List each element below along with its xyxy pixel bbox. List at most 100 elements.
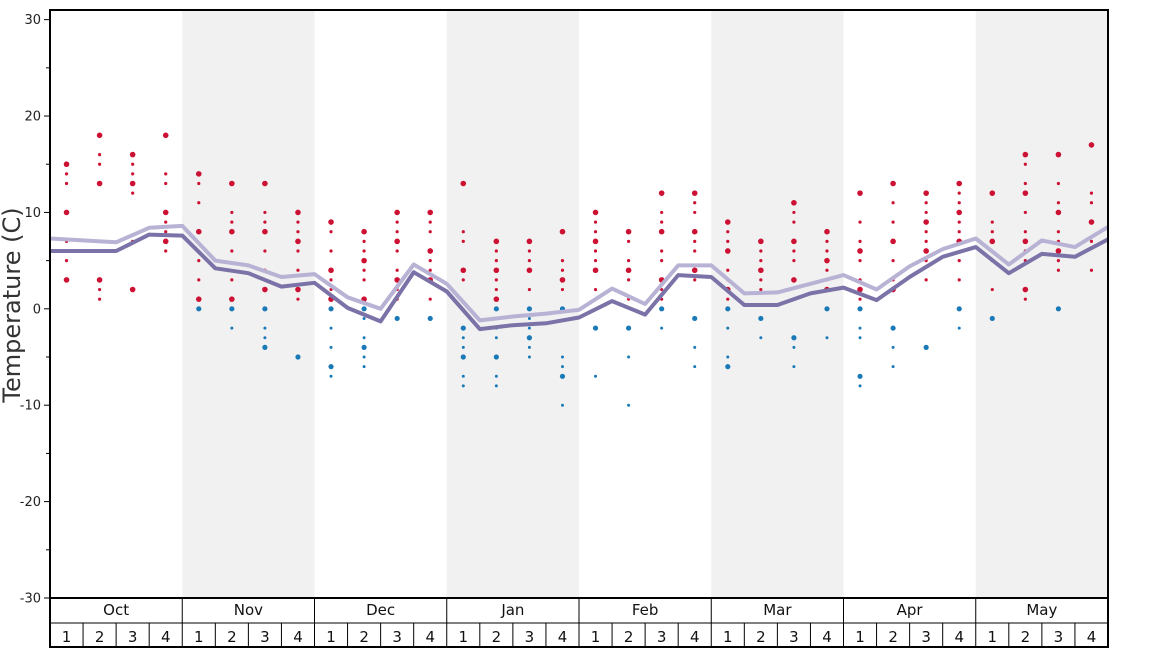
warm-point <box>63 161 70 168</box>
warm-point <box>989 190 996 196</box>
warm-point <box>923 248 929 254</box>
warm-point <box>957 201 961 205</box>
warm-point <box>891 259 895 263</box>
warm-point <box>1089 201 1094 205</box>
warm-point <box>660 249 664 253</box>
warm-point <box>890 180 896 187</box>
cold-point <box>461 336 465 340</box>
warm-point <box>197 201 201 205</box>
week-label: 1 <box>591 628 601 646</box>
warm-point <box>825 249 829 253</box>
warm-point <box>1056 201 1061 205</box>
warm-point <box>197 181 201 186</box>
warm-point <box>891 220 895 224</box>
cold-point <box>362 355 366 359</box>
warm-point <box>660 210 664 215</box>
warm-point <box>197 278 201 282</box>
cold-point <box>361 344 367 350</box>
warm-point <box>329 230 333 234</box>
week-label: 2 <box>492 628 502 646</box>
cold-point <box>857 373 863 379</box>
cold-point <box>527 355 531 359</box>
warm-point <box>1056 268 1061 272</box>
warm-point <box>229 180 235 187</box>
warm-point <box>792 259 796 263</box>
cold-point <box>956 306 962 312</box>
cold-point <box>592 325 599 331</box>
warm-point <box>726 268 730 272</box>
cold-point <box>758 315 764 322</box>
warm-point <box>724 248 731 254</box>
month-label-dec: Dec <box>366 601 395 619</box>
warm-point <box>1089 268 1094 272</box>
warm-point <box>461 239 465 243</box>
warm-point <box>626 239 631 243</box>
warm-point <box>230 220 234 224</box>
warm-point <box>924 210 928 215</box>
series-line-2 <box>50 232 1109 332</box>
warm-point <box>131 191 135 195</box>
warm-point <box>593 287 598 292</box>
warm-point <box>726 297 730 301</box>
week-label: 3 <box>128 628 138 646</box>
cold-point <box>461 374 465 378</box>
cold-point <box>361 306 367 312</box>
warm-point <box>1023 210 1027 215</box>
warm-point <box>195 228 202 235</box>
week-label: 2 <box>95 628 105 646</box>
cold-point <box>725 306 731 312</box>
week-label: 1 <box>855 628 865 646</box>
warm-point <box>693 249 697 253</box>
warm-point <box>593 249 598 253</box>
warm-point <box>957 220 961 224</box>
warm-point <box>328 219 334 225</box>
warm-point <box>263 210 267 215</box>
week-label: 4 <box>822 628 832 646</box>
warm-point <box>990 220 994 224</box>
warm-point <box>395 230 399 234</box>
warm-point <box>164 230 168 234</box>
warm-point <box>295 286 301 293</box>
warm-point <box>759 278 763 282</box>
warm-point <box>660 259 664 263</box>
warm-point <box>1022 238 1029 245</box>
cold-point <box>230 326 234 330</box>
y-tick-label: -10 <box>20 399 41 414</box>
warm-point <box>64 172 69 176</box>
warm-point <box>262 180 268 187</box>
warm-point <box>759 259 763 263</box>
y-axis-label: Temperature (C) <box>0 207 26 403</box>
warm-point <box>96 132 103 139</box>
warm-point <box>625 228 632 235</box>
week-label: 4 <box>954 628 964 646</box>
y-tick-label: -20 <box>20 495 41 510</box>
warm-point <box>164 220 168 224</box>
cold-point <box>494 336 498 340</box>
month-label-may: May <box>1026 601 1057 619</box>
warm-point <box>560 287 565 292</box>
warm-point <box>658 228 665 235</box>
warm-point <box>1056 259 1061 263</box>
warm-point <box>923 219 929 225</box>
warm-point <box>726 239 730 243</box>
warm-point <box>461 230 465 234</box>
cold-point <box>263 336 267 340</box>
warm-point <box>1023 162 1027 166</box>
week-label: 1 <box>459 628 469 646</box>
warm-point <box>131 162 135 166</box>
cold-point <box>559 373 566 379</box>
warm-point <box>957 191 961 195</box>
cold-point <box>857 306 863 312</box>
warm-point <box>162 238 169 245</box>
warm-point <box>362 249 366 253</box>
warm-point <box>857 190 863 196</box>
cold-point <box>494 374 498 378</box>
month-shading <box>182 10 1108 598</box>
cold-point <box>792 365 796 369</box>
warm-point <box>328 267 334 274</box>
warm-point <box>858 239 862 243</box>
cold-point <box>957 326 961 330</box>
warm-point <box>296 249 300 253</box>
warm-point <box>626 278 631 282</box>
warm-point <box>394 209 400 216</box>
